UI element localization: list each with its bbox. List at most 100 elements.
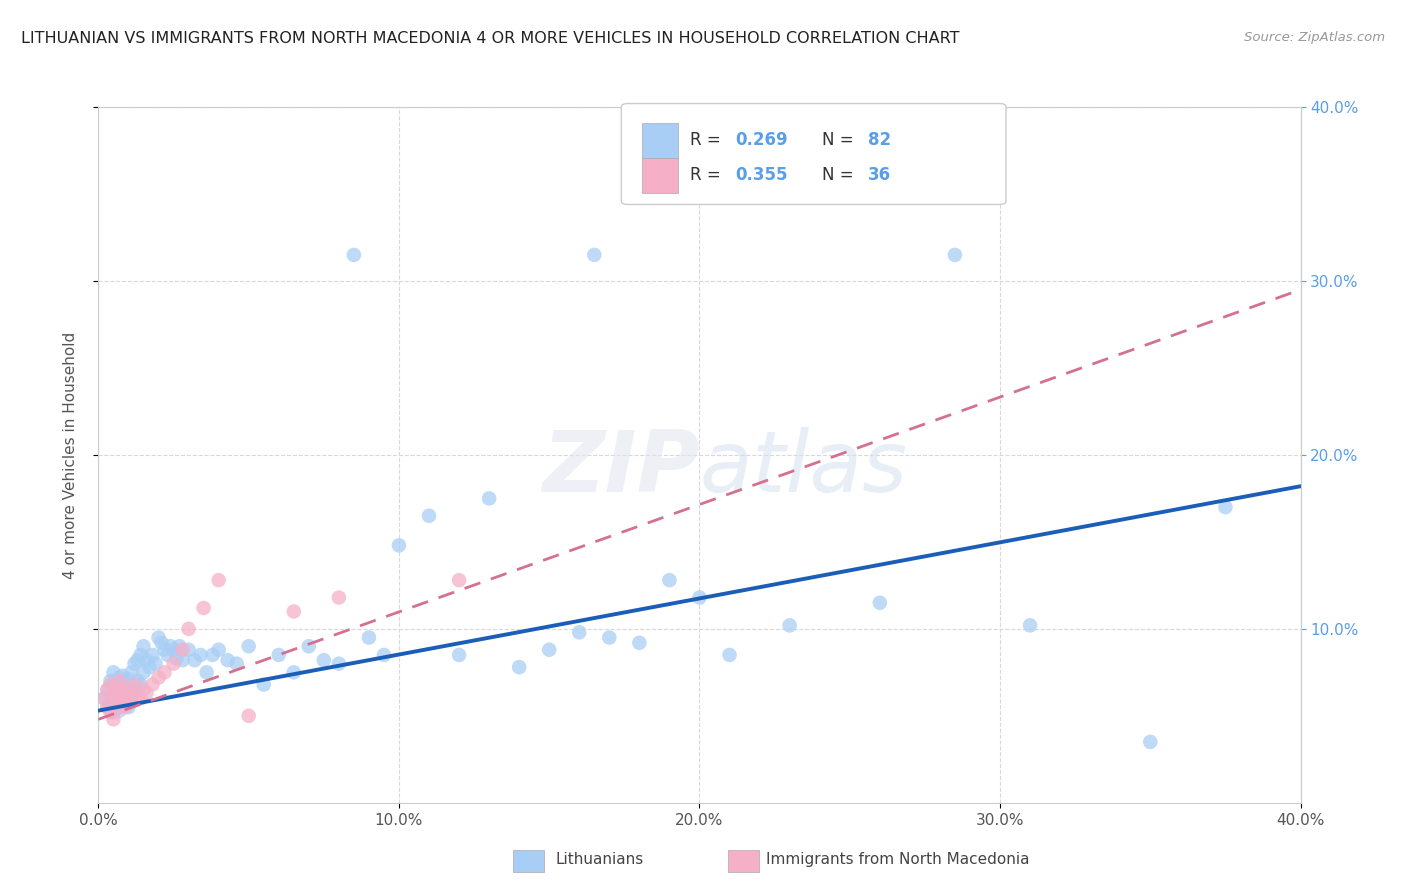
- Point: [124, 677, 146, 691]
- Point: [159, 639, 181, 653]
- Point: [117, 682, 139, 697]
- Point: [105, 674, 128, 689]
- Point: [108, 691, 131, 706]
- Point: [108, 704, 131, 718]
- Point: [253, 677, 276, 691]
- Point: [162, 657, 184, 671]
- Point: [111, 695, 134, 709]
- Bar: [641, 123, 678, 158]
- Point: [193, 601, 215, 615]
- Point: [373, 648, 395, 662]
- Y-axis label: 4 or more Vehicles in Household: 4 or more Vehicles in Household: [63, 331, 77, 579]
- FancyBboxPatch shape: [621, 103, 1007, 204]
- Point: [208, 642, 231, 657]
- Point: [508, 660, 530, 674]
- Point: [93, 691, 115, 706]
- Point: [177, 642, 200, 657]
- Bar: [641, 158, 678, 193]
- Point: [718, 648, 741, 662]
- Point: [127, 674, 149, 689]
- Point: [129, 648, 152, 662]
- Point: [127, 653, 149, 667]
- Point: [283, 605, 305, 619]
- Point: [132, 665, 155, 680]
- Text: Immigrants from North Macedonia: Immigrants from North Macedonia: [766, 853, 1029, 867]
- Point: [478, 491, 501, 506]
- Text: N =: N =: [823, 131, 859, 150]
- Point: [103, 706, 125, 720]
- Point: [148, 671, 170, 685]
- Point: [357, 631, 380, 645]
- Point: [121, 691, 143, 706]
- Point: [121, 688, 143, 702]
- Point: [111, 669, 134, 683]
- Point: [111, 697, 134, 711]
- Point: [132, 682, 155, 697]
- Point: [190, 648, 212, 662]
- Point: [103, 677, 125, 691]
- Point: [195, 665, 218, 680]
- Point: [568, 625, 591, 640]
- Text: ZIP: ZIP: [541, 427, 700, 510]
- Point: [127, 691, 149, 706]
- Point: [96, 682, 118, 697]
- Point: [132, 639, 155, 653]
- Point: [96, 700, 118, 714]
- Text: 0.355: 0.355: [735, 166, 787, 185]
- Point: [447, 648, 470, 662]
- Point: [1215, 500, 1237, 514]
- Text: 82: 82: [868, 131, 891, 150]
- Point: [121, 665, 143, 680]
- Point: [117, 686, 139, 700]
- Point: [129, 677, 152, 691]
- Point: [183, 653, 205, 667]
- Point: [93, 691, 115, 706]
- Point: [156, 648, 179, 662]
- Point: [124, 682, 146, 697]
- Text: N =: N =: [823, 166, 859, 185]
- Point: [267, 648, 290, 662]
- Point: [141, 648, 163, 662]
- Point: [238, 708, 260, 723]
- Point: [538, 642, 561, 657]
- Point: [135, 653, 157, 667]
- Point: [135, 686, 157, 700]
- Point: [108, 691, 131, 706]
- Point: [117, 673, 139, 687]
- Point: [103, 712, 125, 726]
- Point: [141, 677, 163, 691]
- Point: [108, 674, 131, 689]
- Point: [162, 642, 184, 657]
- Point: [172, 642, 194, 657]
- Point: [153, 665, 176, 680]
- Text: 0.269: 0.269: [735, 131, 789, 150]
- Point: [145, 657, 167, 671]
- Point: [598, 631, 620, 645]
- Point: [328, 591, 350, 605]
- Point: [103, 665, 125, 680]
- Point: [105, 698, 128, 713]
- Point: [124, 657, 146, 671]
- Point: [1139, 735, 1161, 749]
- Point: [208, 573, 231, 587]
- Point: [628, 636, 651, 650]
- Point: [201, 648, 224, 662]
- Point: [298, 639, 321, 653]
- Text: atlas: atlas: [700, 427, 907, 510]
- Point: [100, 677, 122, 691]
- Point: [114, 677, 136, 691]
- Point: [283, 665, 305, 680]
- Point: [153, 642, 176, 657]
- Point: [388, 538, 411, 552]
- Point: [217, 653, 239, 667]
- Point: [117, 695, 139, 709]
- Point: [148, 631, 170, 645]
- Point: [105, 682, 128, 697]
- Text: R =: R =: [690, 131, 725, 150]
- Point: [138, 660, 160, 674]
- Point: [100, 674, 122, 689]
- Point: [114, 700, 136, 714]
- Text: LITHUANIAN VS IMMIGRANTS FROM NORTH MACEDONIA 4 OR MORE VEHICLES IN HOUSEHOLD CO: LITHUANIAN VS IMMIGRANTS FROM NORTH MACE…: [21, 31, 959, 46]
- Text: Lithuanians: Lithuanians: [555, 853, 644, 867]
- Point: [129, 691, 152, 706]
